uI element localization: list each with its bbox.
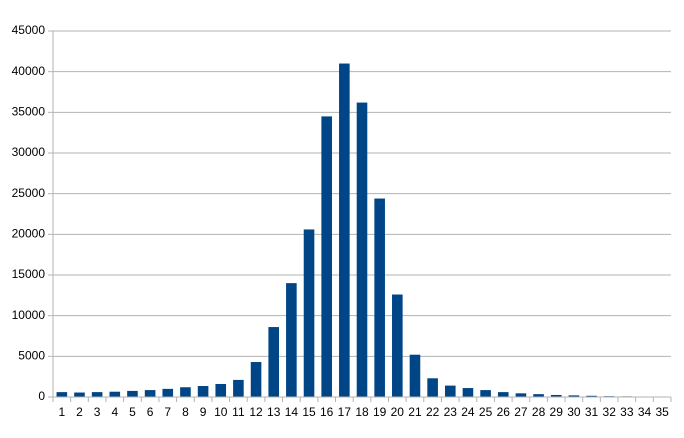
bar [250,362,262,397]
x-tick-label: 23 [444,405,458,419]
bar [339,63,350,398]
bar [74,392,85,397]
x-tick-label: 12 [249,405,263,419]
x-tick-label: 8 [182,405,189,419]
bar [303,229,315,397]
x-tick-label: 28 [532,405,546,419]
x-tick-label: 18 [355,405,369,419]
bar [197,386,209,397]
bar [109,391,121,397]
bar [56,392,68,397]
x-tick-label: 1 [58,405,65,419]
x-tick-label: 16 [320,405,334,419]
x-tick-label: 27 [514,405,528,419]
x-tick-label: 6 [147,405,154,419]
bar [356,102,368,397]
x-tick-label: 30 [567,405,581,419]
x-tick-label: 11 [232,405,245,419]
x-tick-label: 35 [655,405,669,419]
bar [215,383,227,397]
x-tick-label: 25 [479,405,493,419]
x-tick-label: 9 [200,405,207,419]
bar [427,378,438,397]
x-tick-label: 26 [497,405,511,419]
y-tick-label: 40000 [12,64,46,78]
bar [91,392,103,397]
x-tick-label: 5 [129,405,136,419]
x-tick-label: 31 [585,405,599,419]
bar [268,327,280,397]
x-tick-label: 34 [638,405,652,419]
y-tick-label: 15000 [12,267,46,281]
x-tick-label: 4 [111,405,118,419]
bar [515,393,527,397]
x-tick-label: 19 [373,405,387,419]
x-tick-label: 22 [426,405,440,419]
y-tick-label: 0 [38,389,45,403]
x-tick-label: 7 [164,405,171,419]
bar [533,394,544,397]
y-tick-label: 45000 [12,23,46,37]
x-tick-label: 13 [267,405,281,419]
bar [374,198,385,397]
x-tick-label: 29 [550,405,564,419]
bar [321,116,332,398]
x-tick-label: 10 [214,405,228,419]
y-tick-label: 10000 [12,308,46,322]
x-tick-label: 33 [620,405,634,419]
bar [586,395,597,397]
bar [233,379,244,397]
x-tick-label: 14 [285,405,299,419]
x-tick-label: 20 [391,405,405,419]
bar [144,390,156,397]
y-tick-label: 5000 [18,349,45,363]
bar [550,394,562,397]
x-tick-label: 17 [338,405,352,419]
x-tick-label: 2 [76,405,83,419]
x-tick-label: 21 [408,405,422,419]
bar [162,388,174,397]
bar [462,388,474,397]
bar [480,390,491,397]
bar [409,354,421,397]
y-tick-label: 20000 [12,227,46,241]
x-tick-label: 24 [461,405,475,419]
bar [444,385,456,397]
x-tick-label: 32 [603,405,617,419]
y-tick-label: 35000 [12,105,46,119]
bar [568,395,580,397]
bar [286,283,297,397]
y-tick-label: 30000 [12,145,46,159]
bar [180,387,191,397]
x-tick-label: 15 [302,405,316,419]
x-tick-label: 3 [94,405,101,419]
bar [127,390,138,397]
bar [497,392,509,397]
bar [392,294,403,397]
y-tick-label: 25000 [12,186,46,200]
